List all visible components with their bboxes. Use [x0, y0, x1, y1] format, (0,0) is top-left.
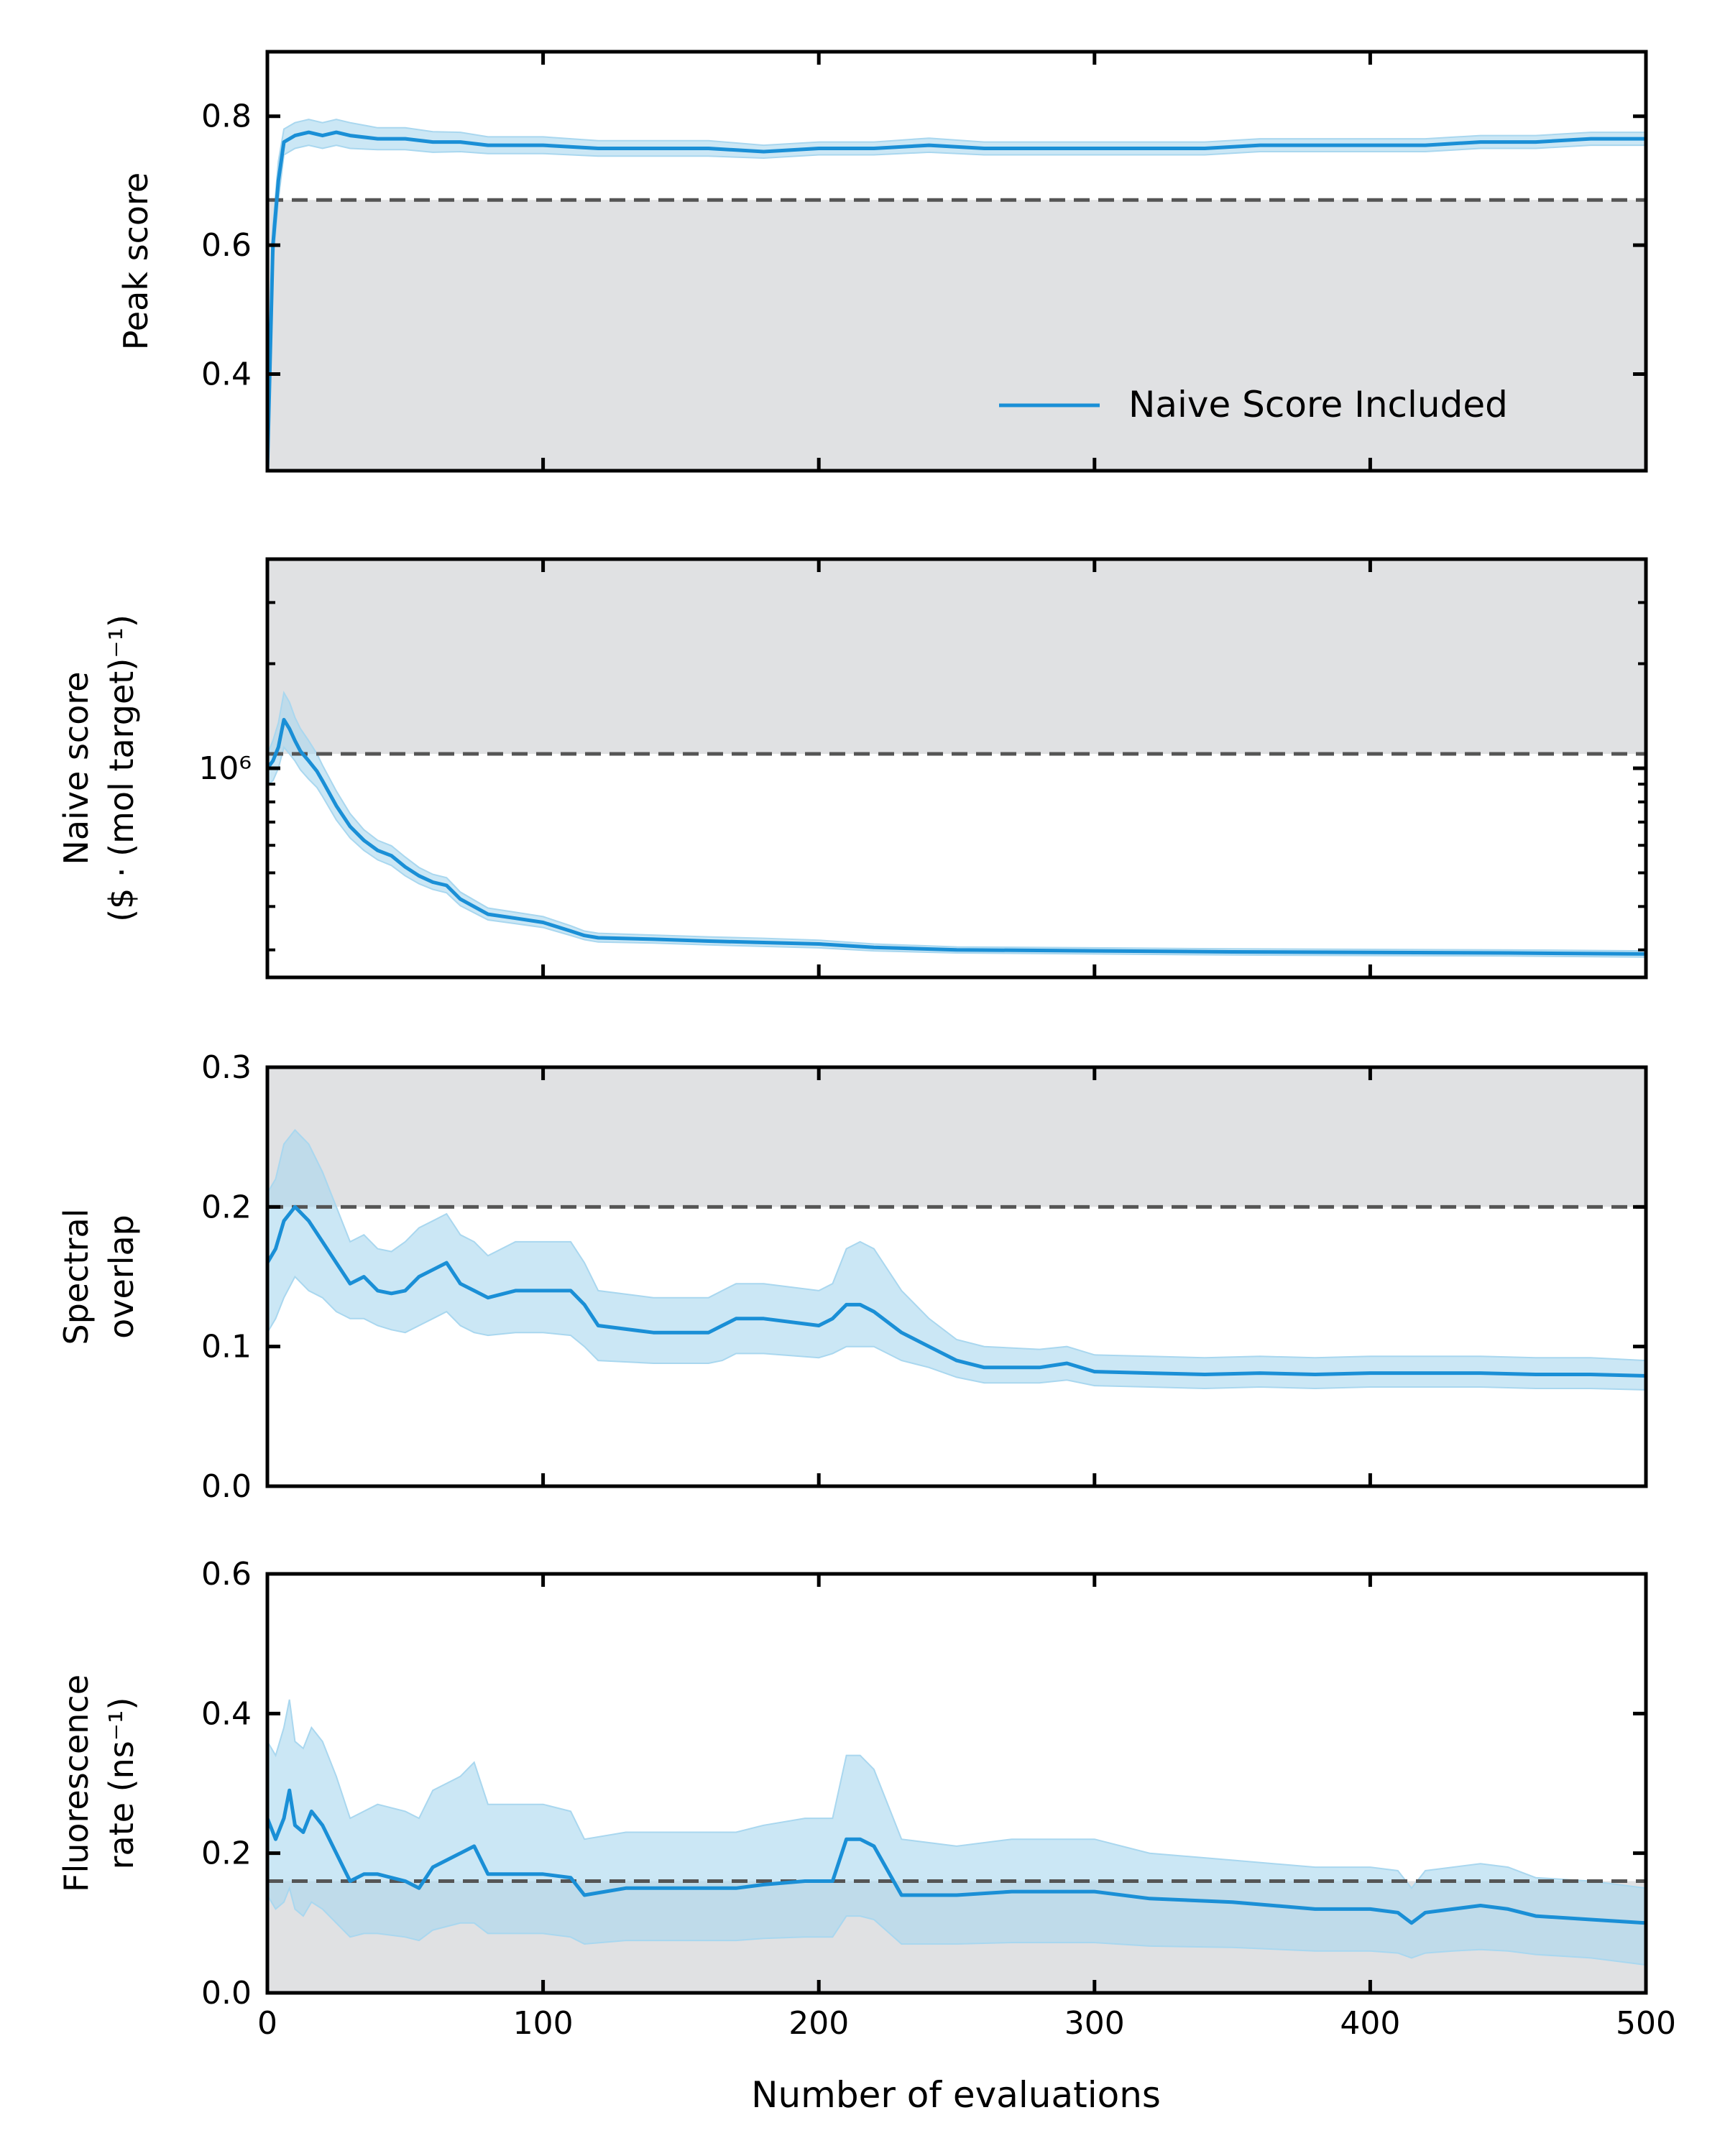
- peak-score-panel: 0.4 0.6 0.8 Peak score Naive Score Include…: [116, 50, 1648, 473]
- tick-marks: [265, 558, 1648, 977]
- frame-rect: [265, 50, 1648, 473]
- tick-marks: [265, 1572, 1648, 1995]
- y-axis-label-line2: rate (ns⁻¹): [102, 1697, 141, 1870]
- x-tick-label: 100: [513, 2005, 574, 2042]
- x-tick-label: 300: [1064, 2005, 1125, 2042]
- shaded-region: [267, 1067, 1646, 1207]
- y-tick-label: 0.6: [201, 227, 252, 264]
- series-line: [265, 1788, 1647, 1925]
- y-axis-label: Peak score: [116, 172, 155, 350]
- y-axis-label-line1: Spectral: [57, 1209, 96, 1345]
- series-path: [266, 717, 1647, 956]
- y-tick-labels: 10⁶: [198, 750, 252, 787]
- tick-marks: [265, 1065, 1648, 1488]
- shade-rect: [267, 559, 1646, 754]
- shaded-region: [267, 559, 1646, 754]
- y-tick-labels: 0.4 0.6 0.8: [201, 98, 252, 393]
- legend-label: Naive Score Included: [1128, 384, 1508, 425]
- y-tick-labels: 0.0 0.1 0.2 0.3: [201, 1049, 252, 1505]
- y-axis-label-line1: Fluorescence: [57, 1674, 96, 1892]
- y-axis-label-line1: Naive score: [57, 671, 96, 865]
- x-tick-label: 500: [1616, 2005, 1676, 2042]
- naive-score-panel: 10⁶ Naive score ($ · (mol target)⁻¹): [57, 557, 1648, 980]
- y-tick-label: 0.4: [201, 356, 252, 392]
- x-tick-label: 200: [788, 2005, 849, 2042]
- y-tick-label: 10⁶: [198, 750, 252, 787]
- y-axis-label-line2: ($ · (mol target)⁻¹): [102, 614, 141, 922]
- series-line: [266, 717, 1647, 956]
- axes-frame: [265, 1572, 1648, 1995]
- series-path: [265, 130, 1646, 471]
- fluorescence-rate-panel: 0.0 0.2 0.4 0.6 Fluorescence rate (ns⁻¹): [57, 1556, 1648, 2012]
- series-path: [265, 1204, 1647, 1378]
- shade-rect: [267, 200, 1646, 471]
- y-tick-label: 0.0: [201, 1975, 252, 2012]
- frame-rect: [265, 1572, 1648, 1995]
- x-axis-label: Number of evaluations: [751, 2074, 1161, 2116]
- series-line: [265, 130, 1646, 471]
- axes-frame: [265, 50, 1648, 473]
- axes-frame: [265, 1065, 1648, 1488]
- tick-marks: [265, 52, 1648, 471]
- y-tick-label: 0.1: [201, 1329, 252, 1365]
- y-tick-labels: 0.0 0.2 0.4 0.6: [201, 1556, 252, 2012]
- frame-rect: [265, 1065, 1648, 1488]
- y-tick-label: 0.6: [201, 1556, 252, 1593]
- x-tick-labels: 0 100 200 300 400 500: [257, 2005, 1676, 2042]
- y-tick-label: 0.3: [201, 1049, 252, 1086]
- y-tick-label: 0.0: [201, 1468, 252, 1505]
- y-axis-label-line2: overlap: [102, 1215, 141, 1339]
- shaded-region: [267, 200, 1646, 471]
- y-tick-label: 0.8: [201, 98, 252, 135]
- series-path: [265, 1788, 1647, 1925]
- y-tick-label: 0.2: [201, 1835, 252, 1872]
- x-tick-label: 400: [1340, 2005, 1400, 2042]
- series-line: [265, 1204, 1647, 1378]
- y-tick-label: 0.4: [201, 1695, 252, 1732]
- spectral-overlap-panel: 0.0 0.1 0.2 0.3 Spectral overlap: [57, 1049, 1648, 1505]
- shade-rect: [267, 1067, 1646, 1207]
- legend: Naive Score Included: [999, 384, 1508, 425]
- y-tick-label: 0.2: [201, 1189, 252, 1225]
- x-tick-label: 0: [257, 2005, 277, 2042]
